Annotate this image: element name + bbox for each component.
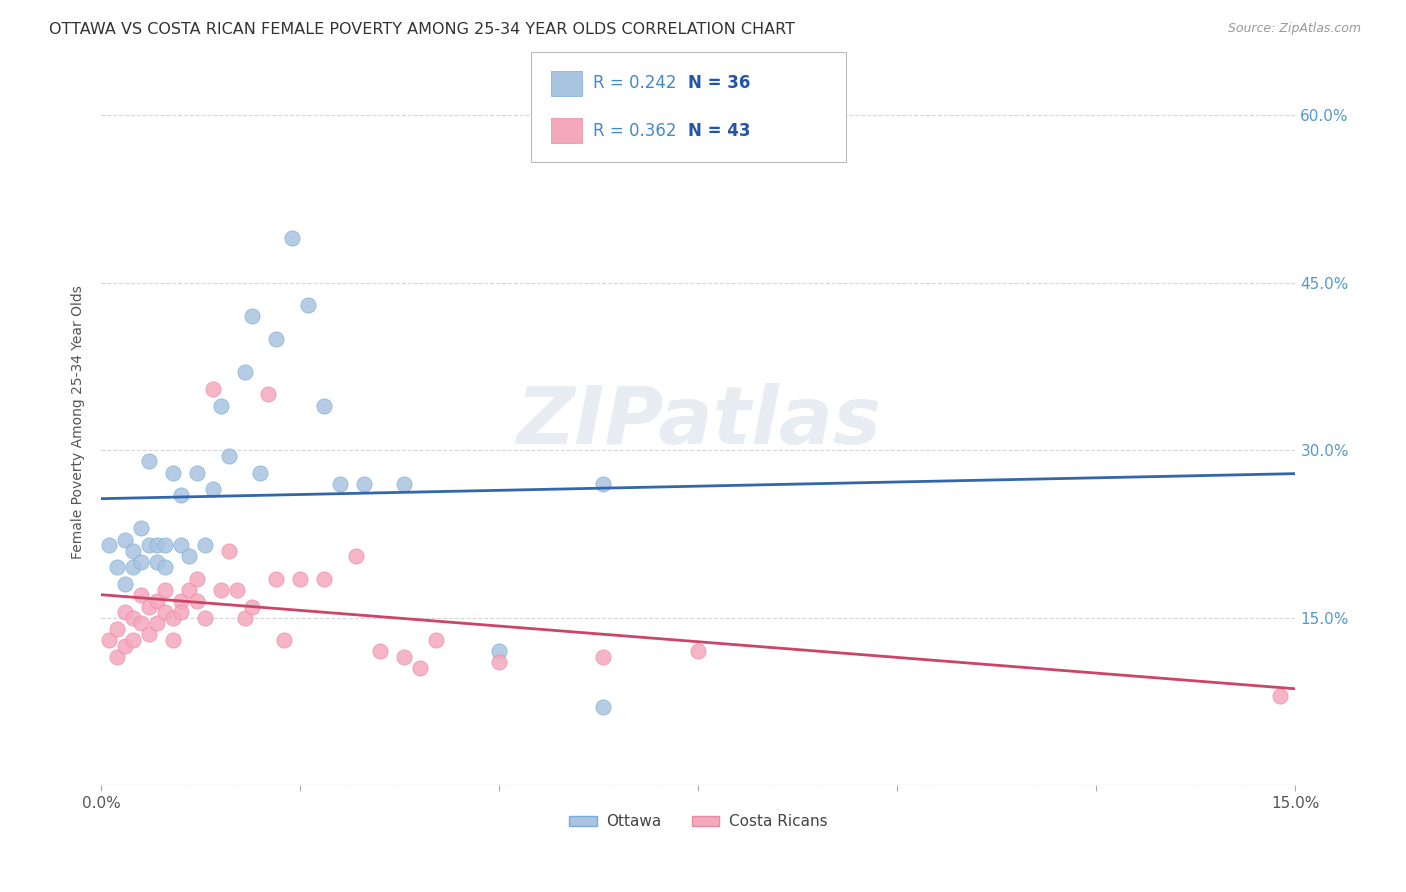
Point [266, 332, 288, 346]
Point [170, 488, 193, 502]
Point [353, 476, 375, 491]
Point [129, 555, 152, 569]
Point [162, 632, 184, 647]
Point [392, 649, 415, 664]
Point [129, 521, 152, 535]
Point [146, 616, 169, 631]
Point [488, 656, 510, 670]
Point [242, 599, 264, 614]
Point [329, 476, 352, 491]
Point [281, 231, 304, 245]
Point [201, 382, 224, 396]
Text: N = 43: N = 43 [688, 121, 749, 139]
Point [688, 644, 710, 658]
Point [392, 476, 415, 491]
Point [592, 476, 614, 491]
Point [122, 560, 145, 574]
Point [314, 399, 336, 413]
Point [257, 387, 280, 401]
Point [114, 639, 136, 653]
Point [170, 605, 193, 619]
Point [425, 632, 447, 647]
Point [129, 616, 152, 631]
Point [225, 582, 247, 597]
Point [344, 549, 367, 564]
Point [138, 538, 160, 552]
Point [368, 644, 391, 658]
Text: Source: ZipAtlas.com: Source: ZipAtlas.com [1227, 22, 1361, 36]
Point [122, 632, 145, 647]
Text: R = 0.242: R = 0.242 [593, 75, 676, 93]
Point [170, 538, 193, 552]
Point [98, 538, 121, 552]
Text: ZIPatlas: ZIPatlas [516, 384, 880, 461]
Point [273, 632, 295, 647]
Point [146, 538, 169, 552]
Point [218, 449, 240, 463]
Point [162, 610, 184, 624]
Point [138, 627, 160, 641]
Point [194, 538, 217, 552]
Point [218, 543, 240, 558]
Point [249, 466, 271, 480]
Point [186, 466, 208, 480]
Point [233, 365, 256, 379]
Point [290, 572, 312, 586]
Point [314, 572, 336, 586]
Point [242, 310, 264, 324]
Point [105, 560, 128, 574]
Point [488, 644, 510, 658]
Y-axis label: Female Poverty Among 25-34 Year Olds: Female Poverty Among 25-34 Year Olds [72, 285, 86, 559]
Point [186, 594, 208, 608]
Point [114, 533, 136, 547]
Point [170, 594, 193, 608]
Point [209, 399, 232, 413]
Point [209, 582, 232, 597]
Text: N = 36: N = 36 [688, 75, 749, 93]
Point [233, 610, 256, 624]
Point [153, 538, 176, 552]
Point [201, 483, 224, 497]
Legend: Ottawa, Costa Ricans: Ottawa, Costa Ricans [564, 808, 834, 836]
Point [153, 605, 176, 619]
Point [1268, 689, 1291, 703]
Point [162, 466, 184, 480]
Point [138, 454, 160, 468]
Point [153, 582, 176, 597]
Point [105, 649, 128, 664]
Point [122, 610, 145, 624]
Point [408, 661, 430, 675]
Point [186, 572, 208, 586]
Point [114, 577, 136, 591]
Text: R = 0.362: R = 0.362 [593, 121, 676, 139]
Point [297, 298, 319, 312]
Point [98, 632, 121, 647]
Point [114, 605, 136, 619]
Point [194, 610, 217, 624]
Point [122, 543, 145, 558]
Point [592, 649, 614, 664]
Text: OTTAWA VS COSTA RICAN FEMALE POVERTY AMONG 25-34 YEAR OLDS CORRELATION CHART: OTTAWA VS COSTA RICAN FEMALE POVERTY AMO… [49, 22, 796, 37]
Point [592, 700, 614, 714]
Point [146, 594, 169, 608]
Point [146, 555, 169, 569]
Point [129, 588, 152, 602]
Point [266, 572, 288, 586]
Point [153, 560, 176, 574]
Point [105, 622, 128, 636]
Point [177, 549, 200, 564]
Point [138, 599, 160, 614]
Point [177, 582, 200, 597]
